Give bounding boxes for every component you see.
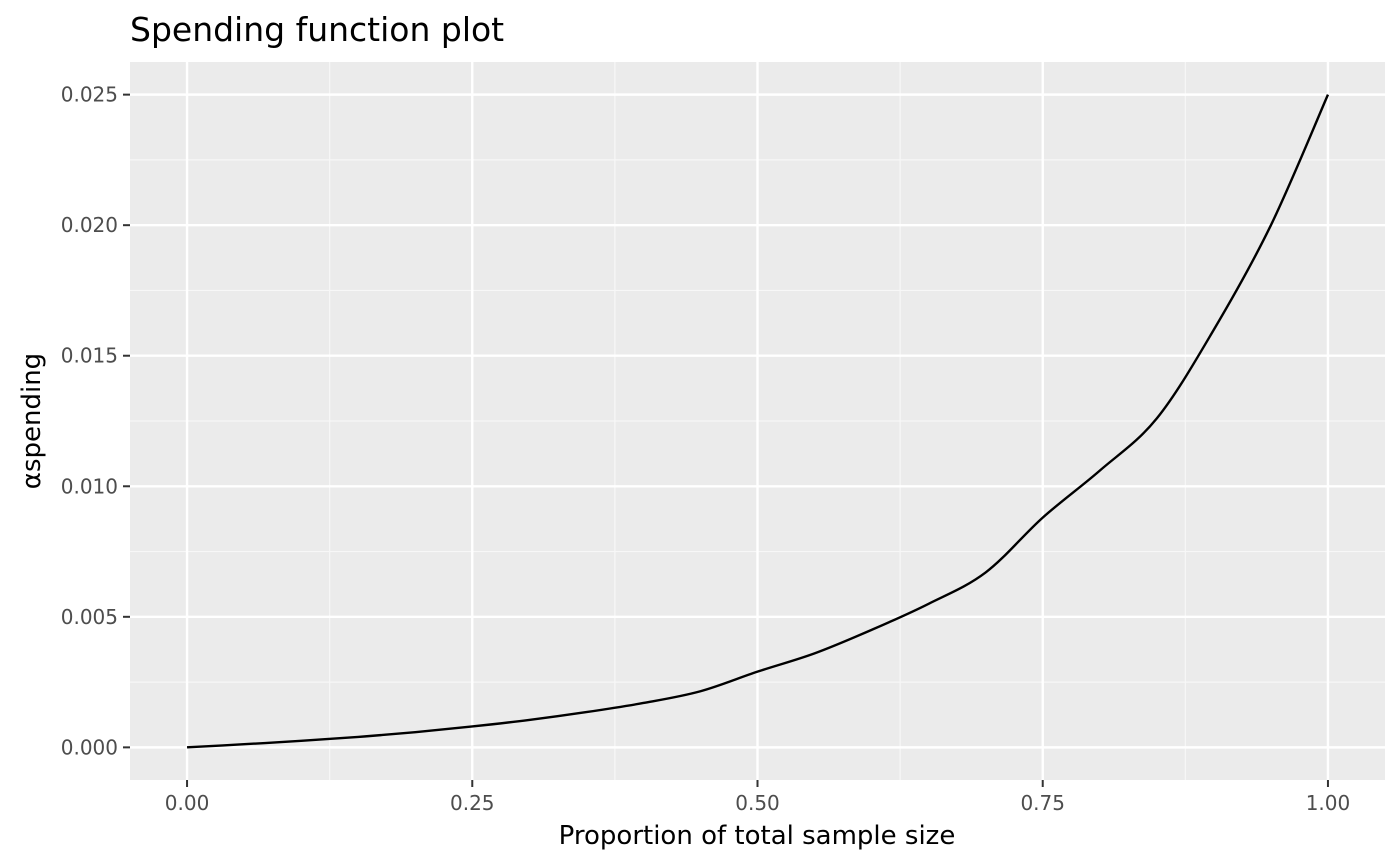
chart-title: Spending function plot <box>130 10 504 49</box>
y-tick-label: 0.005 <box>61 605 118 629</box>
y-tick-label: 0.025 <box>61 83 118 107</box>
x-tick-label: 1.00 <box>1306 791 1351 815</box>
x-tick-label: 0.75 <box>1020 791 1065 815</box>
y-axis-title: αspending <box>17 353 47 489</box>
x-tick-label: 0.25 <box>450 791 495 815</box>
x-tick-label: 0.00 <box>165 791 210 815</box>
y-axis-ticks: 0.000 0.005 0.010 0.015 0.020 0.025 <box>61 83 130 759</box>
y-tick-label: 0.000 <box>61 735 118 759</box>
y-tick-label: 0.015 <box>61 344 118 368</box>
x-axis-title: Proportion of total sample size <box>559 821 956 851</box>
x-axis-ticks: 0.00 0.25 0.50 0.75 1.00 <box>165 780 1350 815</box>
y-tick-label: 0.020 <box>61 213 118 237</box>
major-gridlines <box>130 62 1385 780</box>
y-tick-label: 0.010 <box>61 474 118 498</box>
spending-curve <box>186 94 1330 749</box>
x-tick-label: 0.50 <box>735 791 780 815</box>
